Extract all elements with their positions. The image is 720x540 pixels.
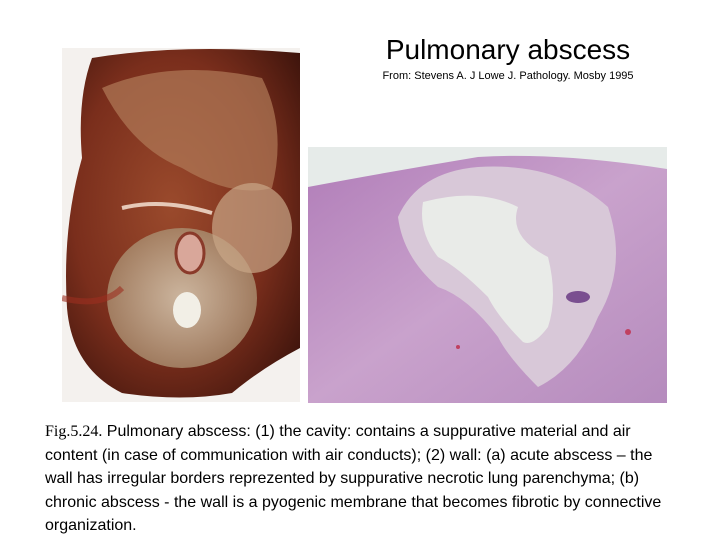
caption-text: Pulmonary abscess: (1) the cavity: conta… — [45, 423, 662, 534]
figure-caption: Fig.5.24. Pulmonary abscess: (1) the cav… — [45, 420, 665, 538]
figure-label: Fig.5.24. — [45, 423, 103, 440]
source-note: From: Stevens A. J Lowe J. Pathology. Mo… — [382, 70, 634, 82]
histology-photo — [308, 147, 667, 403]
gross-specimen-photo — [62, 48, 300, 402]
slide-title: Pulmonary abscess — [385, 34, 631, 65]
